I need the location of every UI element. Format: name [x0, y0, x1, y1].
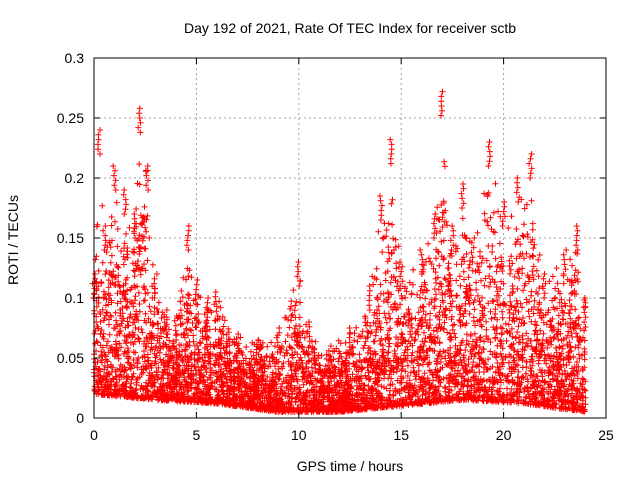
x-axis-label: GPS time / hours — [297, 458, 404, 474]
y-tick-label: 0 — [76, 410, 84, 426]
axis-ticks — [93, 57, 607, 419]
x-tick-label: 25 — [598, 427, 614, 443]
chart-title: Day 192 of 2021, Rate Of TEC Index for r… — [184, 20, 516, 36]
y-tick-label: 0.25 — [57, 110, 84, 126]
x-tick-label: 5 — [193, 427, 201, 443]
x-tick-label: 15 — [393, 427, 409, 443]
x-tick-label: 20 — [496, 427, 512, 443]
x-tick-label: 10 — [291, 427, 307, 443]
y-axis-label: ROTI / TECUs — [5, 195, 21, 285]
y-tick-label: 0.15 — [57, 230, 84, 246]
data-points — [89, 88, 589, 415]
y-tick-label: 0.05 — [57, 350, 84, 366]
y-tick-label: 0.1 — [65, 290, 85, 306]
x-tick-label: 0 — [90, 427, 98, 443]
y-tick-label: 0.2 — [65, 170, 85, 186]
y-tick-label: 0.3 — [65, 50, 85, 66]
y-tick-labels: 0 0.05 0.1 0.15 0.2 0.25 0.3 — [57, 50, 84, 426]
x-tick-labels: 0 5 10 15 20 25 — [90, 427, 614, 443]
data-point-markers — [89, 88, 589, 415]
